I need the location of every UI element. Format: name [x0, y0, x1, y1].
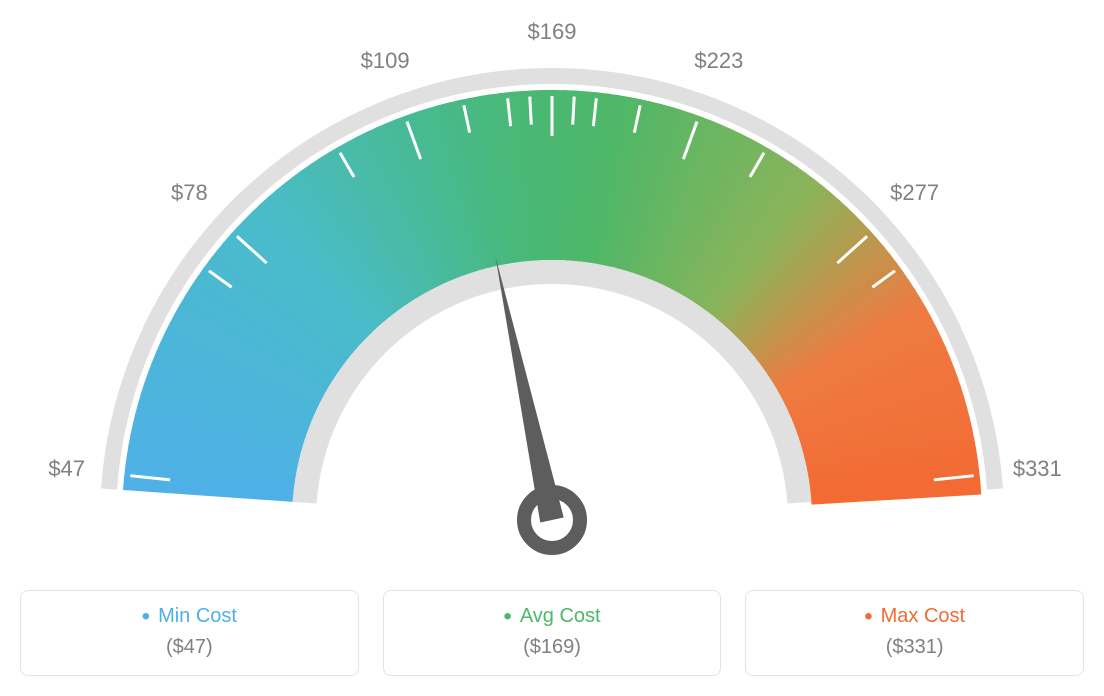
- legend-card-avg: Avg Cost ($169): [383, 590, 722, 676]
- cost-gauge: $47 $78 $109 $169 $223 $277 $331: [20, 20, 1084, 580]
- gauge-tick-label: $109: [361, 48, 410, 74]
- gauge-tick: [530, 97, 531, 125]
- legend-value-max: ($331): [746, 636, 1083, 659]
- legend-row: Min Cost ($47) Avg Cost ($169) Max Cost …: [20, 590, 1084, 676]
- gauge-tick-label: $78: [171, 180, 208, 206]
- gauge-tick-label: $331: [1013, 456, 1062, 482]
- gauge-tick-label: $169: [528, 19, 577, 45]
- gauge-tick-label: $223: [694, 48, 743, 74]
- gauge-svg: [20, 20, 1084, 580]
- legend-card-min: Min Cost ($47): [20, 590, 359, 676]
- legend-value-avg: ($169): [384, 636, 721, 659]
- gauge-tick: [573, 97, 574, 125]
- gauge-tick-label: $47: [48, 456, 85, 482]
- legend-card-max: Max Cost ($331): [745, 590, 1084, 676]
- legend-label-max: Max Cost: [746, 605, 1083, 628]
- gauge-needle: [495, 256, 563, 523]
- legend-label-avg: Avg Cost: [384, 605, 721, 628]
- legend-label-min: Min Cost: [21, 605, 358, 628]
- legend-value-min: ($47): [21, 636, 358, 659]
- gauge-tick-label: $277: [890, 180, 939, 206]
